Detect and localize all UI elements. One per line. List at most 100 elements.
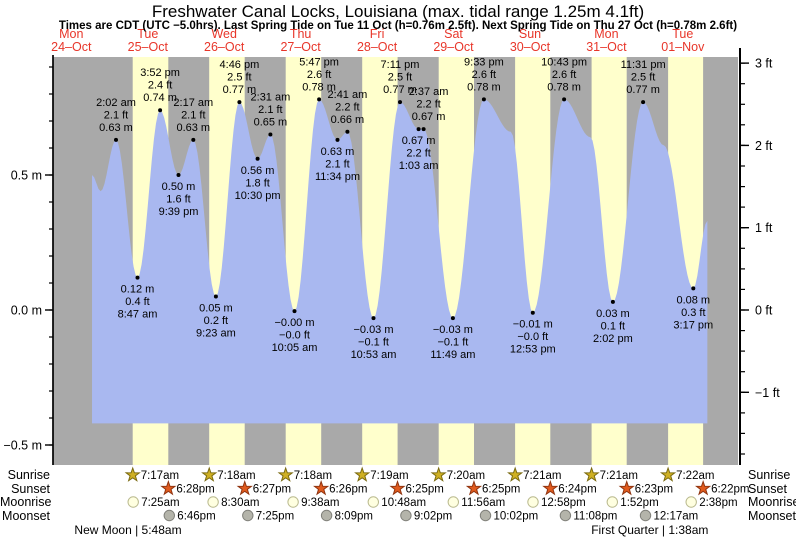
sunrise-icon: [583, 466, 600, 482]
moonset-time: 10:02pm: [494, 511, 539, 523]
tide-extreme-dot: [114, 137, 118, 142]
tide-extreme-dot: [158, 108, 163, 113]
tide-annotation-low: 12:53 pm: [510, 344, 556, 356]
sunset-icon: [313, 479, 330, 496]
tide-extreme-dot: [292, 309, 297, 314]
sunset-time: 6:25pm: [482, 484, 520, 496]
day-name-label: Fri: [370, 27, 385, 41]
moonrise-time: 9:38am: [301, 497, 339, 509]
moonrise-time: 7:25am: [141, 497, 179, 509]
tide-annotation-low: 0.2 ft: [204, 315, 228, 327]
sunset-icon: [160, 479, 177, 496]
moonrise-icon: [367, 496, 379, 508]
tide-extreme-dot: [416, 127, 421, 132]
sunset-time: 6:27pm: [253, 484, 291, 496]
day-date-label: 27–Oct: [280, 40, 321, 54]
moonset-icon: [242, 509, 254, 522]
tide-annotation-high: 0.77 m: [383, 84, 417, 96]
tide-annotation-low: −0.03 m: [433, 324, 473, 336]
tide-annotation-low: 2.1 ft: [325, 158, 349, 170]
day-date-label: 30–Oct: [510, 40, 551, 54]
page-title: Freshwater Canal Locks, Louisiana (max. …: [151, 2, 645, 21]
moonset-time: 12:17am: [654, 511, 699, 523]
sunrise-icon: [430, 466, 447, 482]
sunset-icon: [695, 479, 712, 496]
tide-annotation-low: 2:02 pm: [593, 333, 633, 345]
tide-annotation-high: 2.4 ft: [148, 80, 172, 92]
tide-annotation-high: 5:47 pm: [299, 56, 339, 68]
tide-annotation-high: 2.5 ft: [227, 72, 251, 84]
tide-annotation-low: −0.03 m: [353, 324, 393, 336]
sunrise-icon: [201, 466, 218, 482]
moonrise-row-label-left: Moonrise: [0, 495, 52, 509]
tide-extreme-dot: [398, 100, 402, 105]
tide-annotation-low: 9:23 am: [196, 328, 236, 340]
moonrise-time: 2:38pm: [699, 497, 737, 509]
chart-subtitle: Times are CDT (UTC −5.0hrs). Last Spring…: [58, 20, 738, 32]
day-name-label: Sun: [519, 27, 541, 41]
right-axis-label: −1 ft: [755, 386, 780, 400]
sunrise-time: 7:20am: [447, 470, 485, 482]
tide-extreme-dot: [691, 286, 696, 291]
moonrise-time: 12:58pm: [541, 497, 586, 509]
day-name-label: Thu: [290, 27, 312, 41]
tide-annotation-high: 11:31 pm: [621, 59, 666, 71]
sunrise-icon: [659, 466, 677, 482]
moonset-time: 11:08pm: [573, 511, 617, 523]
tide-annotation-high: 2.2 ft: [416, 99, 440, 111]
moonrise-row-label-right: Moonrise: [748, 495, 796, 509]
sunset-time: 6:26pm: [329, 484, 367, 496]
sunset-icon: [618, 479, 635, 496]
day-date-label: 29–Oct: [433, 40, 474, 54]
tide-annotation-low: −0.1 ft: [437, 337, 468, 349]
tide-annotation-low: 8:47 am: [118, 309, 158, 321]
sunset-row-label-left: Sunset: [11, 481, 50, 496]
sunrise-time: 7:21am: [523, 470, 561, 482]
tide-annotation-high: 2.2 ft: [335, 101, 359, 113]
moonrise-time: 10:48am: [381, 497, 426, 509]
day-date-label: 28–Oct: [357, 40, 398, 54]
tide-extreme-dot: [213, 294, 218, 299]
tide-extreme-dot: [176, 173, 181, 177]
moonrise-icon: [606, 496, 618, 508]
tide-annotation-high: 2.6 ft: [307, 69, 331, 81]
sunrise-row-label-right: Sunrise: [748, 468, 791, 482]
tide-annotation-low: 11:49 am: [430, 349, 475, 361]
tide-annotation-high: 2.1 ft: [258, 104, 282, 116]
tide-annotation-low: 0.4 ft: [125, 296, 149, 308]
day-name-label: Tue: [137, 27, 158, 41]
moonset-icon: [163, 509, 176, 522]
tide-extreme-dot: [371, 316, 376, 321]
moonrise-icon: [685, 496, 697, 508]
tide-annotation-low: 0.50 m: [162, 181, 196, 193]
moon-phase-note: New Moon | 5:48am: [74, 523, 181, 537]
moonrise-icon: [527, 496, 539, 508]
tide-annotation-low: 10:30 pm: [235, 190, 281, 202]
moonrise-icon: [207, 496, 219, 508]
sunrise-icon: [507, 466, 524, 482]
sunset-time: 6:23pm: [635, 484, 673, 496]
sunrise-time: 7:18am: [294, 470, 332, 482]
tide-annotation-high: 0.67 m: [412, 111, 446, 123]
tide-extreme-dot: [255, 156, 260, 161]
sunset-icon: [542, 479, 559, 496]
tide-extreme-dot: [610, 299, 615, 304]
sunset-time: 6:28pm: [176, 484, 214, 496]
moonset-icon: [320, 509, 333, 522]
tide-annotation-high: 4:46 pm: [220, 59, 260, 71]
moon-phase-note: First Quarter | 1:38am: [591, 523, 708, 537]
tide-annotation-low: 10:05 am: [272, 342, 318, 354]
tide-annotation-high: 3:52 pm: [140, 67, 180, 79]
right-axis-label: 0 ft: [755, 304, 773, 318]
tide-annotation-low: 1.6 ft: [166, 194, 190, 206]
tide-annotation-low: 0.56 m: [241, 165, 275, 177]
day-name-label: Mon: [59, 27, 83, 41]
sunrise-icon: [124, 466, 141, 482]
day-date-label: 01–Nov: [661, 40, 705, 54]
left-axis-label: 0.0 m: [11, 304, 42, 318]
tide-annotation-high: 2:02 am: [96, 97, 136, 109]
sunrise-time: 7:22am: [676, 470, 714, 482]
tide-annotation-low: 0.05 m: [199, 303, 233, 315]
tide-annotation-low: 0.1 ft: [601, 320, 625, 332]
